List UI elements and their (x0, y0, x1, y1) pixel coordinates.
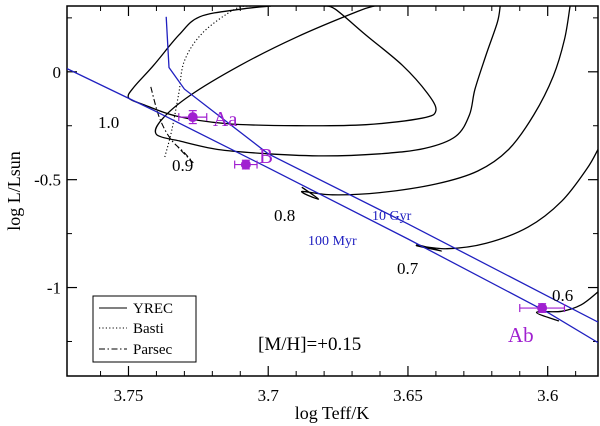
track-solid-m0-9 (154, 6, 375, 142)
isochrone-100-myr (67, 68, 598, 344)
track-solid-m1-0 (127, 6, 272, 105)
y-tick-label: 0 (53, 63, 62, 82)
metallicity-annotation: [M/H]=+0.15 (258, 334, 361, 355)
plot-area (67, 6, 598, 344)
x-tick-label: 3.75 (114, 386, 144, 405)
star-label-ab: Ab (508, 323, 534, 347)
legend-box (92, 295, 197, 363)
track-dotted-m1-0 (164, 6, 252, 158)
plot-frame (66, 5, 599, 377)
mass-label-0-6: 0.6 (552, 286, 573, 305)
track-solid-m1-0 (142, 6, 437, 127)
y-tick-labels: 0 -0.5 -1 (34, 63, 61, 298)
tick-marks (67, 6, 598, 376)
legend-label-parsec: Parsec (133, 342, 172, 358)
stars (178, 110, 566, 314)
x-tick-label: 3.65 (393, 386, 423, 405)
x-tick-label: 3.6 (537, 386, 558, 405)
x-tick-labels: 3.75 3.7 3.65 3.6 (114, 386, 559, 405)
mass-label-0-9: 0.9 (172, 156, 193, 175)
star-point-aa (187, 112, 198, 123)
legend-label-yrec: YREC (133, 301, 173, 317)
evolution-tracks (127, 6, 598, 322)
track-dashdot-m1-0 (150, 86, 194, 164)
mass-label-0-7: 0.7 (397, 259, 419, 278)
track-solid-m0-7 (415, 149, 598, 252)
y-axis-title: log L/Lsun (4, 151, 24, 231)
mass-label-0-8: 0.8 (274, 206, 295, 225)
star-label-aa: Aa (213, 107, 238, 131)
y-tick-label: -1 (47, 279, 61, 298)
isochrone-10-gyr (165, 16, 598, 323)
legend-label-basti: Basti (133, 321, 164, 337)
y-tick-label: -0.5 (34, 171, 61, 190)
x-axis-title: log Teff/K (295, 403, 370, 423)
x-tick-label: 3.7 (258, 386, 280, 405)
isochrone-labels: 10 Gyr 100 Myr (308, 209, 412, 249)
isochrone-label-10gyr: 10 Gyr (372, 209, 412, 224)
track-solid-m0-9 (178, 6, 501, 157)
star-point-ab (537, 303, 548, 314)
isochrones (67, 16, 598, 344)
star-label-b: B (259, 144, 273, 168)
track-solid-m0-6 (535, 291, 598, 322)
legend: YREC Basti Parsec (92, 295, 197, 363)
mass-labels: 1.0 0.9 0.8 0.7 0.6 (98, 113, 573, 305)
track-solid-m0-8 (301, 6, 571, 200)
star-labels: Aa B Ab (213, 107, 534, 347)
star-point-b (240, 159, 251, 170)
isochrone-label-100myr: 100 Myr (308, 234, 357, 249)
mass-label-1-0: 1.0 (98, 113, 119, 132)
